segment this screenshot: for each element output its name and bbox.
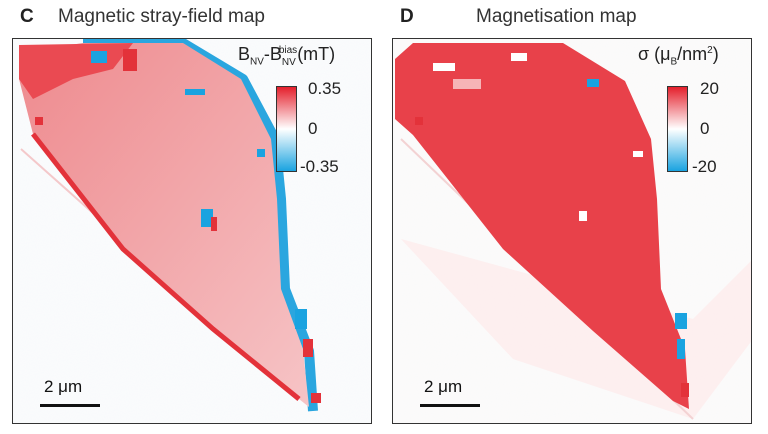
colorbar-c-max: 0.35 bbox=[308, 79, 342, 98]
stray-field-image bbox=[13, 39, 371, 423]
colorbar-d-min: -20 bbox=[692, 157, 717, 176]
colorbar-d-max: 20 bbox=[700, 79, 719, 98]
panel-letter-d: D bbox=[400, 6, 414, 27]
colorbar-c-min: -0.35 bbox=[300, 157, 339, 176]
scale-bar-label-c: 2 μm bbox=[44, 377, 83, 396]
colorbar-label-c: BNV-BNVbias(mT) bbox=[238, 44, 336, 68]
colorbar-c-mid: 0 bbox=[308, 119, 318, 138]
colorbar-label-d: σ (μB/nm2) bbox=[638, 44, 719, 68]
colorbar-d-mid: 0 bbox=[700, 119, 710, 138]
panel-title-c: Magnetic stray-field map bbox=[58, 6, 265, 27]
scale-bar-label-d: 2 μm bbox=[424, 377, 463, 396]
magnetisation-map bbox=[392, 38, 752, 424]
magnetisation-image bbox=[393, 39, 751, 423]
stray-field-map bbox=[12, 38, 372, 424]
panel-title-d: Magnetisation map bbox=[476, 6, 637, 27]
colorbar-d bbox=[667, 86, 688, 172]
colorbar-c bbox=[276, 86, 297, 172]
scale-bar-d bbox=[420, 404, 480, 407]
panel-letter-c: C bbox=[20, 6, 34, 27]
scale-bar-c bbox=[40, 404, 100, 407]
